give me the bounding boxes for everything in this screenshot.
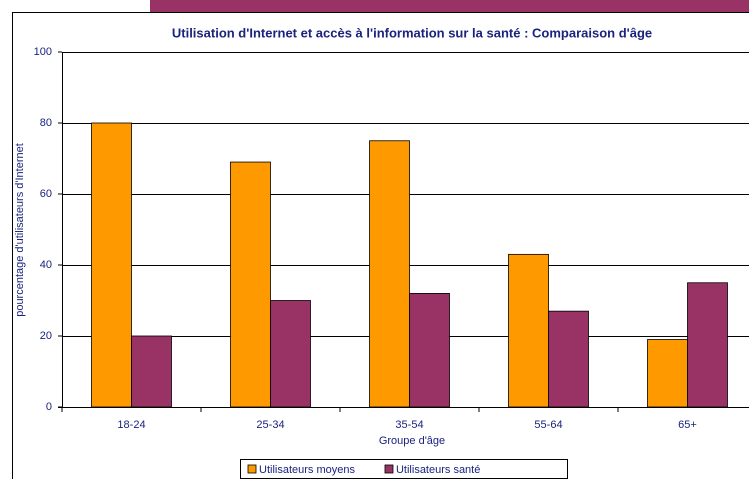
y-tick-label: 40 (40, 259, 52, 271)
chart-title: Utilisation d'Internet et accès à l'info… (172, 25, 652, 40)
legend-label: Utilisateurs moyens (259, 464, 355, 476)
bar (687, 282, 728, 408)
bar (548, 310, 589, 408)
y-tick-label: 60 (40, 188, 52, 200)
y-tick-label: 80 (40, 117, 52, 129)
bar (369, 140, 410, 408)
bar (230, 161, 271, 408)
x-tick-label: 25-34 (256, 419, 284, 431)
bar (409, 292, 450, 408)
bar (647, 339, 688, 408)
y-tick-label: 20 (40, 330, 52, 342)
legend-swatch (247, 464, 257, 474)
y-tick-label: 100 (34, 46, 52, 58)
x-tick-label: 65+ (678, 419, 697, 431)
legend-swatch (384, 464, 394, 474)
y-tick-label: 0 (46, 401, 52, 413)
legend-label: Utilisateurs santé (396, 464, 480, 476)
bar (91, 122, 132, 408)
bar (131, 335, 172, 408)
x-axis-label: Groupe d'âge (379, 435, 445, 447)
bar (270, 300, 311, 408)
x-tick-label: 18-24 (117, 419, 145, 431)
bar (508, 253, 549, 408)
header-band (150, 0, 749, 12)
x-tick-label: 35-54 (395, 419, 423, 431)
x-tick-label: 55-64 (534, 419, 562, 431)
y-axis-label: pourcentage d'utilisateurs d'Internet (14, 143, 26, 317)
